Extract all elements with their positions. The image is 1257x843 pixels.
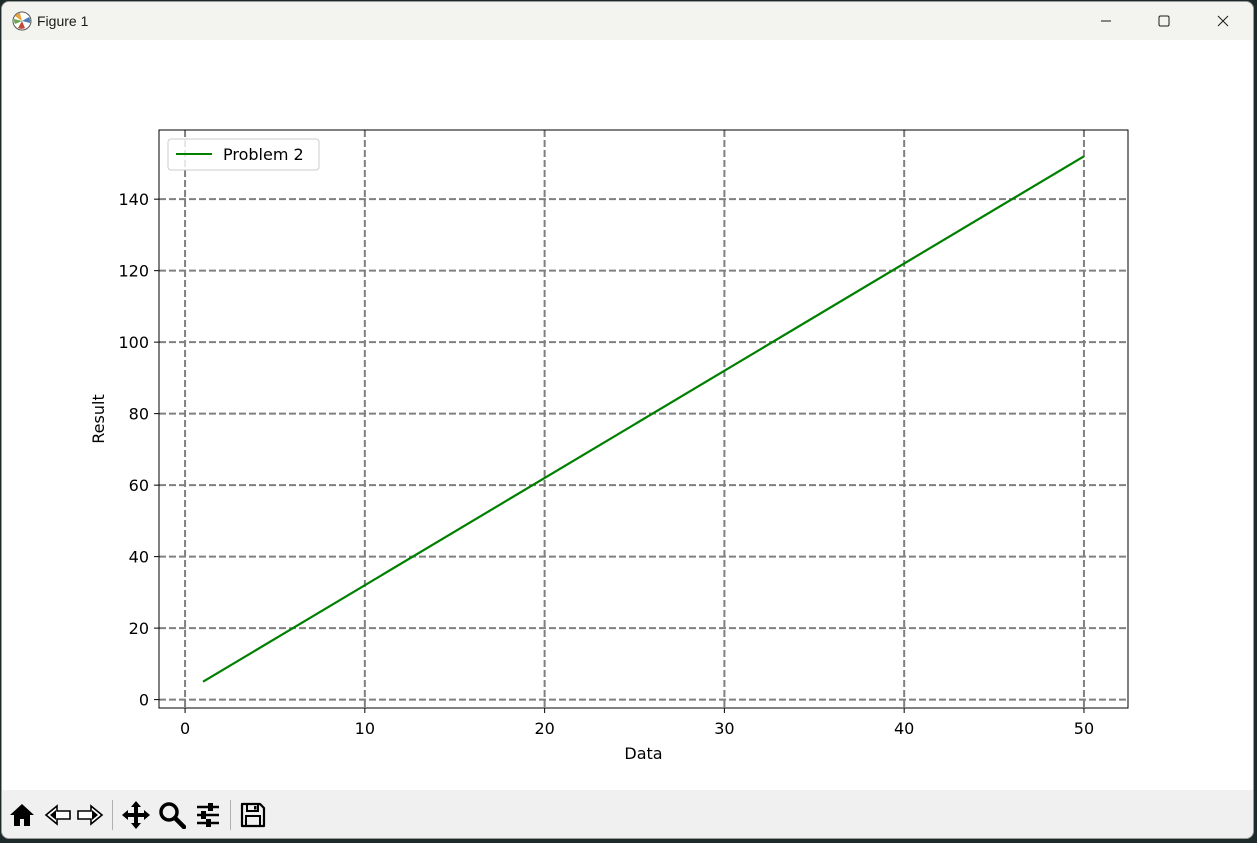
pan-icon (122, 801, 150, 829)
y-tick-label: 80 (129, 405, 149, 424)
save-icon (240, 802, 266, 828)
minimize-button[interactable] (1077, 2, 1135, 40)
matplotlib-icon (12, 11, 32, 31)
zoom-icon (159, 802, 186, 829)
x-tick-label: 50 (1074, 719, 1094, 738)
back-icon (44, 804, 71, 826)
y-tick-label: 20 (129, 619, 149, 638)
configure-subplots-button[interactable] (192, 798, 224, 832)
minimize-icon (1101, 20, 1111, 22)
series-line (202, 155, 1085, 683)
home-icon (10, 804, 34, 826)
y-tick-label: 60 (129, 476, 149, 495)
ticks: 0 10 20 30 40 50 0 20 40 60 80 100 120 140 (118, 190, 1094, 738)
navigation-toolbar (2, 790, 1253, 838)
y-tick-label: 120 (118, 262, 149, 281)
maximize-icon (1158, 15, 1170, 27)
back-button[interactable] (42, 798, 74, 832)
x-tick-label: 10 (355, 719, 375, 738)
legend-box (167, 138, 320, 171)
save-button[interactable] (237, 798, 269, 832)
forward-icon (77, 804, 104, 826)
home-button[interactable] (6, 798, 38, 832)
maximize-button[interactable] (1135, 2, 1193, 40)
x-tick-label: 30 (714, 719, 734, 738)
line-chart[interactable]: 0 10 20 30 40 50 0 20 40 60 80 100 120 140 Data Resul… (2, 40, 1254, 790)
y-tick-label: 0 (139, 691, 149, 710)
zoom-button[interactable] (156, 798, 188, 832)
y-tick-label: 40 (129, 548, 149, 567)
pan-button[interactable] (120, 798, 152, 832)
grid (159, 130, 1128, 708)
x-tick-label: 40 (894, 719, 914, 738)
toolbar-separator (112, 800, 113, 830)
axes-frame (158, 129, 1129, 709)
forward-button[interactable] (74, 798, 106, 832)
legend: Problem 2 (167, 138, 320, 171)
title-bar[interactable]: Figure 1 (2, 2, 1253, 40)
toolbar-separator (230, 800, 231, 830)
y-tick-label: 140 (118, 190, 149, 209)
series-layer (202, 155, 1085, 683)
configure-subplots-icon (197, 803, 219, 827)
x-tick-label: 20 (534, 719, 554, 738)
close-icon (1217, 15, 1229, 27)
legend-label: Problem 2 (223, 145, 304, 164)
y-tick-label: 100 (118, 333, 149, 352)
x-axis-label: Data (624, 744, 662, 763)
window-title: Figure 1 (37, 13, 89, 29)
close-button[interactable] (1194, 2, 1252, 40)
y-axis-label: Result (89, 394, 108, 443)
x-tick-label: 0 (180, 719, 190, 738)
figure-canvas[interactable]: 0 10 20 30 40 50 0 20 40 60 80 100 120 140 Data Resul… (2, 40, 1253, 790)
